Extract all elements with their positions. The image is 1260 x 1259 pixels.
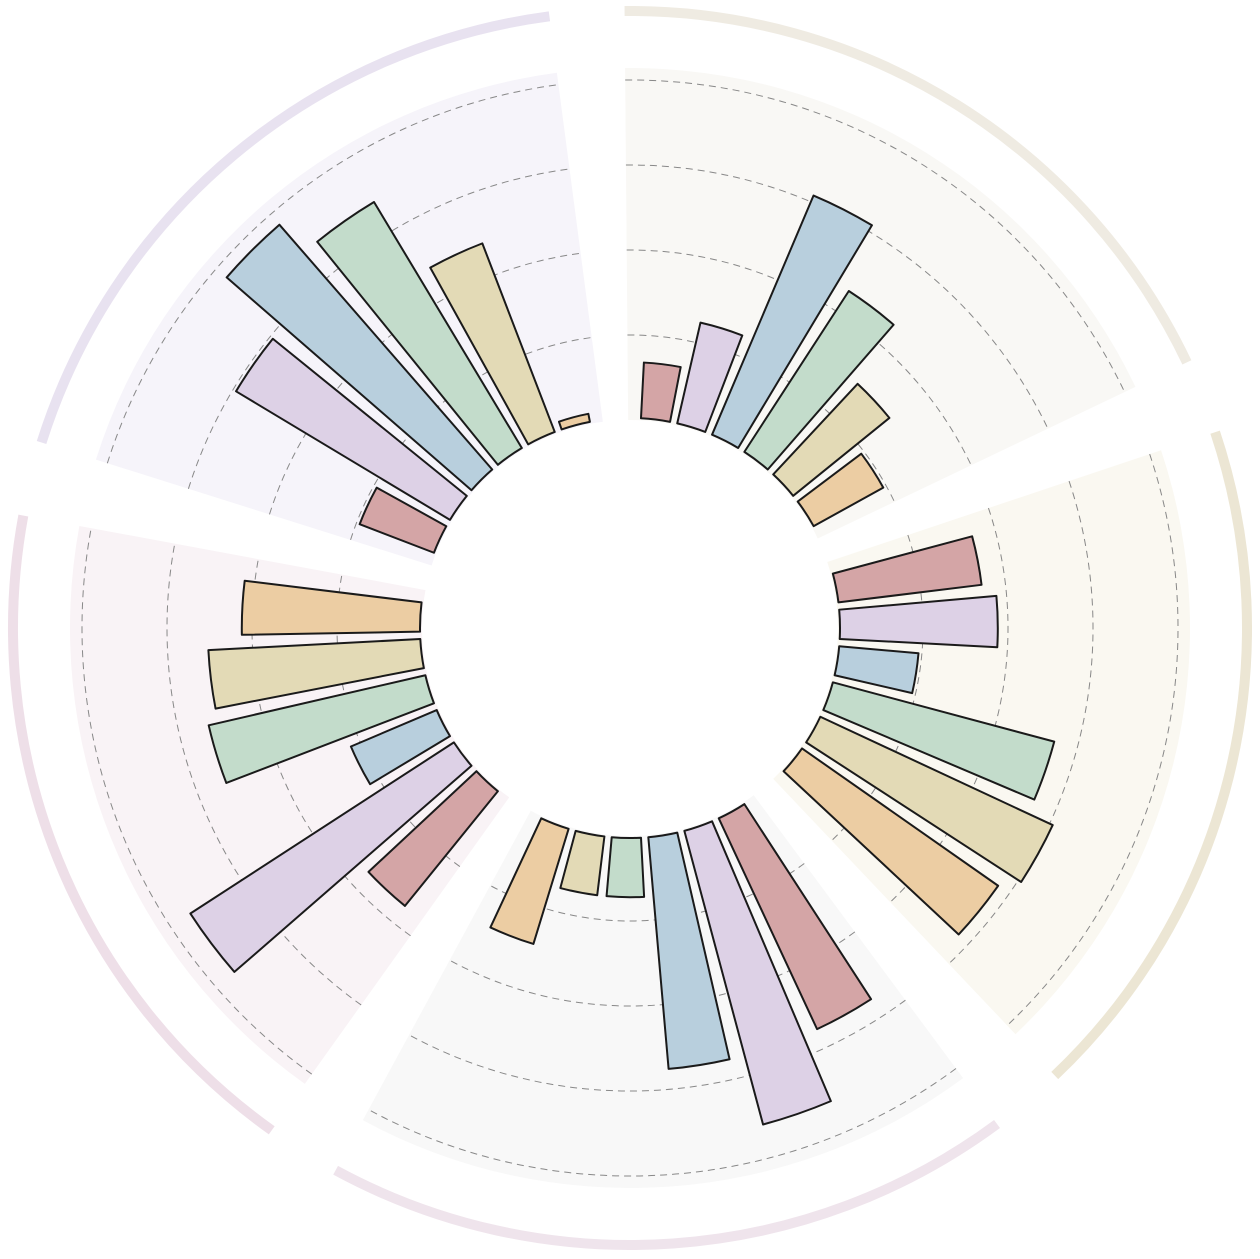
grid-line <box>625 79 1126 393</box>
bar <box>782 747 1000 936</box>
bar <box>207 674 435 784</box>
grid-line <box>408 999 906 1092</box>
bar <box>316 201 523 466</box>
bar <box>683 820 832 1126</box>
grid-line <box>1006 453 1179 1026</box>
bar <box>711 194 873 449</box>
bar <box>240 579 423 636</box>
bar <box>189 741 473 973</box>
grid-line <box>625 164 1049 429</box>
bar <box>235 337 468 521</box>
bar <box>367 770 499 907</box>
bar <box>557 412 591 431</box>
bar <box>772 382 891 497</box>
grid-line <box>626 249 972 466</box>
bar <box>358 486 448 554</box>
grid-line <box>889 507 1009 903</box>
bar <box>225 223 494 492</box>
bar <box>805 715 1054 883</box>
grid-line <box>106 84 559 464</box>
bar <box>831 535 983 604</box>
bar <box>639 361 682 423</box>
bar <box>833 645 920 695</box>
grid-line <box>948 480 1094 965</box>
grid-line <box>81 528 313 1075</box>
grid-line <box>251 559 411 937</box>
group-arc <box>36 11 551 445</box>
bar <box>647 831 731 1070</box>
grid-line <box>368 1068 957 1177</box>
bar <box>349 709 452 786</box>
grid-line <box>187 168 570 489</box>
bar <box>676 321 744 433</box>
grid-line <box>166 543 362 1006</box>
bar <box>207 638 425 710</box>
group-arc <box>1051 430 1252 1080</box>
group-arc <box>8 514 275 1135</box>
group-arc <box>624 6 1192 365</box>
bar <box>743 290 895 471</box>
bar <box>429 242 556 446</box>
bar <box>489 817 570 945</box>
bar <box>822 681 1056 801</box>
group-arc <box>333 1119 1001 1250</box>
bar <box>717 803 873 1031</box>
bar <box>796 452 885 528</box>
bar <box>559 829 606 897</box>
grid-line <box>269 252 581 515</box>
bar <box>838 594 999 649</box>
bar <box>605 836 646 899</box>
group-sector <box>625 68 1136 539</box>
